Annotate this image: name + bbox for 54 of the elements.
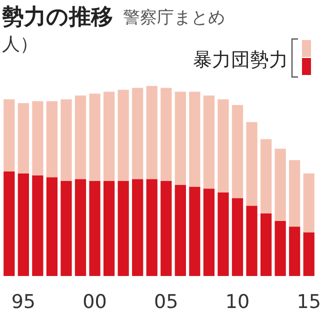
bar — [160, 181, 172, 276]
bar — [274, 148, 286, 221]
bar — [232, 105, 244, 198]
x-tick-label: 00 — [82, 291, 107, 313]
bar — [203, 188, 215, 276]
bar — [18, 103, 29, 174]
bar — [89, 94, 100, 181]
bar — [103, 181, 115, 276]
chart-subtitle: 警察庁まとめ — [123, 8, 225, 28]
bar — [46, 177, 58, 276]
bar — [146, 86, 158, 180]
bar — [189, 186, 200, 276]
bar — [60, 181, 72, 276]
x-tick-label: 10 — [225, 291, 250, 313]
bar — [18, 173, 29, 276]
x-tick-label: 15 — [296, 291, 320, 313]
bar — [218, 99, 229, 192]
bar — [89, 181, 100, 276]
bar — [289, 226, 300, 276]
bar — [74, 179, 86, 276]
bar — [132, 179, 144, 276]
bar — [146, 179, 158, 276]
bar — [4, 99, 15, 172]
legend-title: 暴力団勢力 — [193, 49, 288, 71]
x-tick-label: 05 — [154, 291, 178, 313]
chart-title: 勢力の推移 — [1, 5, 113, 30]
y-axis-title: 人） — [2, 34, 38, 55]
bar — [118, 181, 129, 276]
bar — [103, 92, 115, 181]
bar — [260, 139, 272, 214]
bar — [74, 96, 86, 180]
bar — [4, 172, 15, 276]
bar — [118, 90, 129, 181]
bar — [174, 184, 186, 276]
bar — [232, 198, 244, 276]
bar — [274, 220, 286, 276]
bar — [189, 92, 200, 187]
bar — [303, 173, 314, 232]
bar — [246, 122, 258, 206]
bar — [46, 101, 58, 178]
bar — [203, 96, 215, 189]
bar — [160, 88, 172, 181]
bar — [218, 192, 229, 276]
x-tick-label: 95 — [11, 291, 36, 313]
legend: 暴力団勢力 — [193, 38, 311, 78]
bar — [289, 160, 300, 227]
bar — [174, 92, 186, 185]
bar — [32, 101, 44, 176]
bar — [132, 88, 144, 180]
bar — [303, 232, 314, 276]
bar — [246, 206, 258, 276]
bar — [32, 175, 44, 276]
bar — [60, 99, 72, 181]
bar — [260, 213, 272, 276]
